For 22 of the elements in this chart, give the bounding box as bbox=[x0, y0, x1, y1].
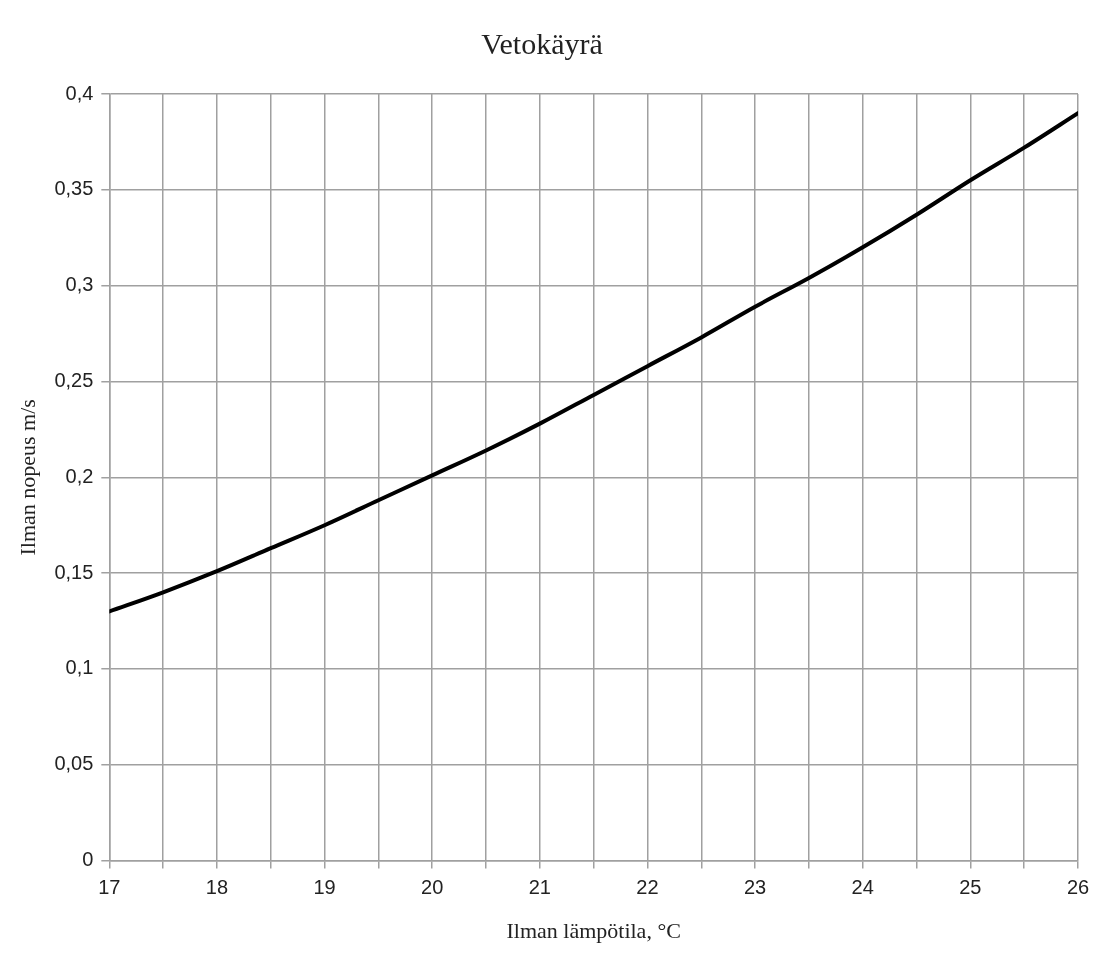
x-tick-label: 17 bbox=[98, 876, 121, 899]
x-tick-label: 22 bbox=[636, 876, 659, 899]
x-tick-label: 21 bbox=[528, 876, 551, 899]
x-tick-label: 25 bbox=[959, 876, 982, 899]
y-tick-label: 0,4 bbox=[65, 81, 94, 104]
y-axis-title: Ilman nopeus m/s bbox=[14, 399, 40, 556]
y-tick-label: 0 bbox=[82, 848, 94, 871]
x-tick-label: 20 bbox=[421, 876, 444, 899]
x-tick-label: 23 bbox=[743, 876, 767, 899]
x-axis-title: Ilman lämpötila, °C bbox=[506, 917, 681, 943]
x-tick-label: 24 bbox=[851, 876, 874, 899]
y-tick-label: 0,25 bbox=[54, 368, 94, 391]
y-tick-label: 0,05 bbox=[54, 752, 94, 775]
x-tick-label: 18 bbox=[205, 876, 229, 899]
y-tick-label: 0,3 bbox=[65, 273, 94, 296]
x-tick-label: 26 bbox=[1066, 876, 1090, 899]
y-tick-label: 0,1 bbox=[65, 656, 94, 679]
y-tick-label: 0,35 bbox=[54, 177, 94, 200]
y-tick-label: 0,15 bbox=[54, 560, 94, 583]
x-tick-label: 19 bbox=[313, 876, 336, 899]
chart-title: Vetokäyrä bbox=[481, 26, 603, 60]
y-tick-label: 0,2 bbox=[65, 464, 94, 487]
